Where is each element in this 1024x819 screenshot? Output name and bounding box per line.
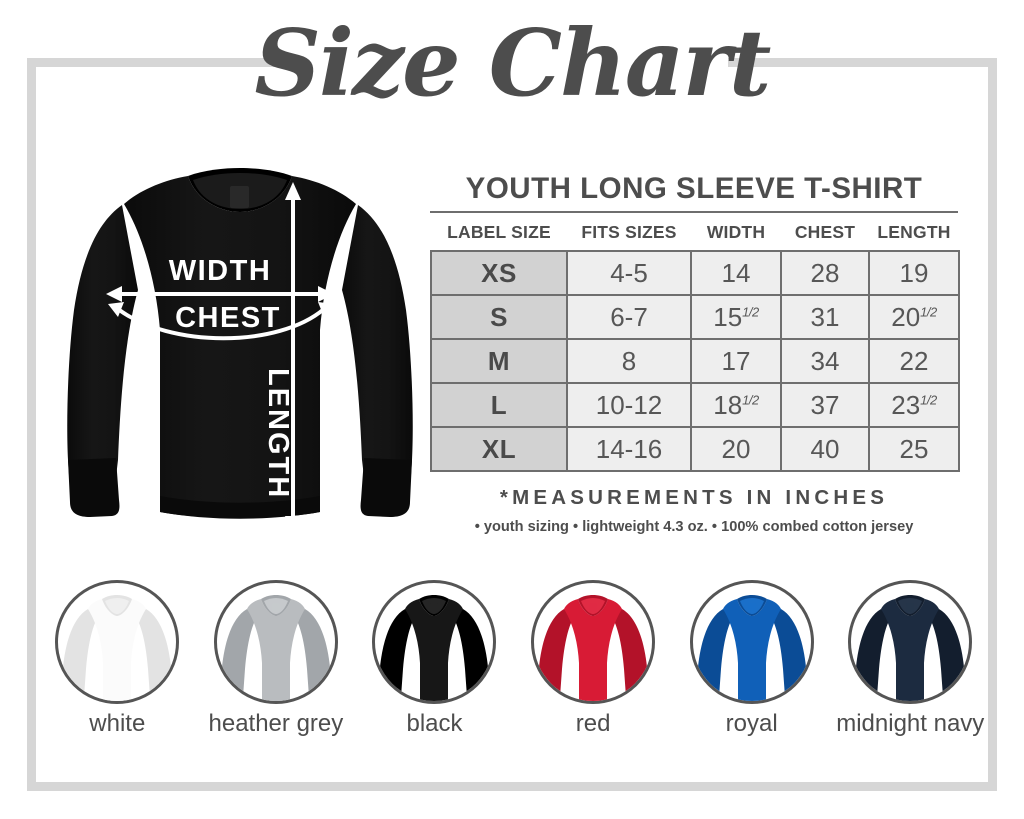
swatch-shirt-thumbnail [378, 595, 491, 701]
cell-length: 25 [868, 426, 960, 472]
shirt-diagram: WIDTH CHEST LENGTH [60, 160, 420, 560]
shirt-right-sleeve [342, 205, 413, 494]
swatch-circle[interactable] [55, 580, 180, 704]
column-header-fits-sizes: FITS SIZES [581, 222, 677, 242]
frame-border-top-right [728, 58, 997, 67]
width-label: WIDTH [169, 255, 272, 287]
column-header-length: LENGTH [877, 222, 951, 242]
swatch-shirt-thumbnail [695, 595, 808, 701]
shirt-illustration: WIDTH CHEST LENGTH [67, 168, 413, 534]
cell-fits-sizes: 14-16 [566, 426, 692, 472]
swatch-circle[interactable] [848, 580, 973, 704]
swatch-label: midnight navy [836, 710, 985, 737]
frame-border-left [27, 58, 36, 791]
swatch-shirt-thumbnail [537, 595, 650, 701]
cell-label-size: XS [430, 250, 568, 296]
swatch-circle[interactable] [372, 580, 497, 704]
fraction-superscript: 1/2 [742, 303, 759, 319]
table-row: XL 14-16 20 40 25 [430, 426, 960, 472]
cell-label-size: L [430, 382, 568, 428]
color-swatch-row: white heather grey black red royal midnight n… [38, 580, 990, 738]
spec-panel: YOUTH LONG SLEEVE T-SHIRT LABEL SIZE FIT… [430, 172, 960, 535]
swatch-shirt-thumbnail [219, 595, 332, 701]
cell-fits-sizes: 8 [566, 338, 692, 384]
cell-chest: 34 [780, 338, 870, 384]
shirt-right-cuff [360, 458, 412, 517]
fraction-superscript: 1/2 [742, 391, 759, 407]
fraction-superscript: 1/2 [920, 303, 937, 319]
shirt-hem [160, 496, 320, 519]
swatch-shirt-thumbnail [61, 595, 174, 701]
column-header-width: WIDTH [706, 222, 766, 242]
frame-border-right [988, 58, 997, 791]
cell-chest: 37 [780, 382, 870, 428]
color-swatch[interactable]: red [514, 580, 673, 738]
page-title: Size Chart [254, 9, 772, 117]
swatch-label: white [89, 710, 146, 737]
cell-label-size: XL [430, 426, 568, 472]
cell-fits-sizes: 4-5 [566, 250, 692, 296]
chest-label: CHEST [175, 302, 281, 334]
width-arrow [106, 286, 334, 302]
size-table: LABEL SIZE FITS SIZES WIDTH CHEST LENGTH… [430, 222, 960, 472]
cell-label-size: M [430, 338, 568, 384]
frame-border-bottom [27, 782, 997, 791]
fraction-superscript: 1/2 [920, 391, 937, 407]
cell-chest: 28 [780, 250, 870, 296]
swatch-circle[interactable] [531, 580, 656, 704]
shirt-body [124, 176, 356, 518]
cell-width: 14 [690, 250, 782, 296]
swatch-circle[interactable] [213, 580, 338, 704]
cell-fits-sizes: 10-12 [566, 382, 692, 428]
table-header-row: LABEL SIZE FITS SIZES WIDTH CHEST LENGTH [431, 222, 959, 251]
cell-chest: 40 [780, 426, 870, 472]
cell-length: 231/2 [868, 382, 960, 428]
swatch-label: red [575, 710, 611, 737]
cell-label-size: S [430, 294, 568, 340]
cell-length: 201/2 [868, 294, 960, 340]
cell-fits-sizes: 6-7 [566, 294, 692, 340]
length-label: LENGTH [262, 368, 294, 499]
cell-length: 22 [868, 338, 960, 384]
product-bullets: • youth sizing • lightweight 4.3 oz. • 1… [474, 519, 914, 535]
color-swatch[interactable]: black [355, 580, 514, 738]
column-header-chest: CHEST [794, 222, 856, 242]
swatch-label: heather grey [208, 710, 344, 737]
frame-border-top-left [27, 58, 302, 67]
product-heading: YOUTH LONG SLEEVE T-SHIRT [430, 172, 958, 213]
cell-width: 151/2 [690, 294, 782, 340]
swatch-circle[interactable] [689, 580, 814, 704]
chest-arrow [108, 302, 334, 341]
title-container: Size Chart [0, 9, 1024, 117]
table-row: S 6-7 151/2 31 201/2 [430, 294, 960, 340]
swatch-shirt-thumbnail [854, 595, 967, 701]
cell-width: 181/2 [690, 382, 782, 428]
length-arrow [285, 182, 301, 534]
column-header-label-size: LABEL SIZE [447, 222, 551, 242]
color-swatch[interactable]: royal [672, 580, 831, 738]
cell-chest: 31 [780, 294, 870, 340]
table-row: XS 4-5 14 28 19 [430, 250, 960, 296]
cell-width: 17 [690, 338, 782, 384]
table-row: M 8 17 34 22 [430, 338, 960, 384]
color-swatch[interactable]: midnight navy [831, 580, 990, 738]
swatch-label: royal [725, 710, 778, 737]
measurements-note: *MEASUREMENTS IN INCHES [499, 486, 889, 509]
shirt-left-sleeve [67, 205, 138, 494]
color-swatch[interactable]: heather grey [197, 580, 356, 738]
table-row: L 10-12 181/2 37 231/2 [430, 382, 960, 428]
color-swatch[interactable]: white [38, 580, 197, 738]
shirt-neck-tag [230, 186, 249, 208]
shirt-left-cuff [68, 458, 120, 517]
swatch-label: black [406, 710, 463, 737]
cell-length: 19 [868, 250, 960, 296]
cell-width: 20 [690, 426, 782, 472]
